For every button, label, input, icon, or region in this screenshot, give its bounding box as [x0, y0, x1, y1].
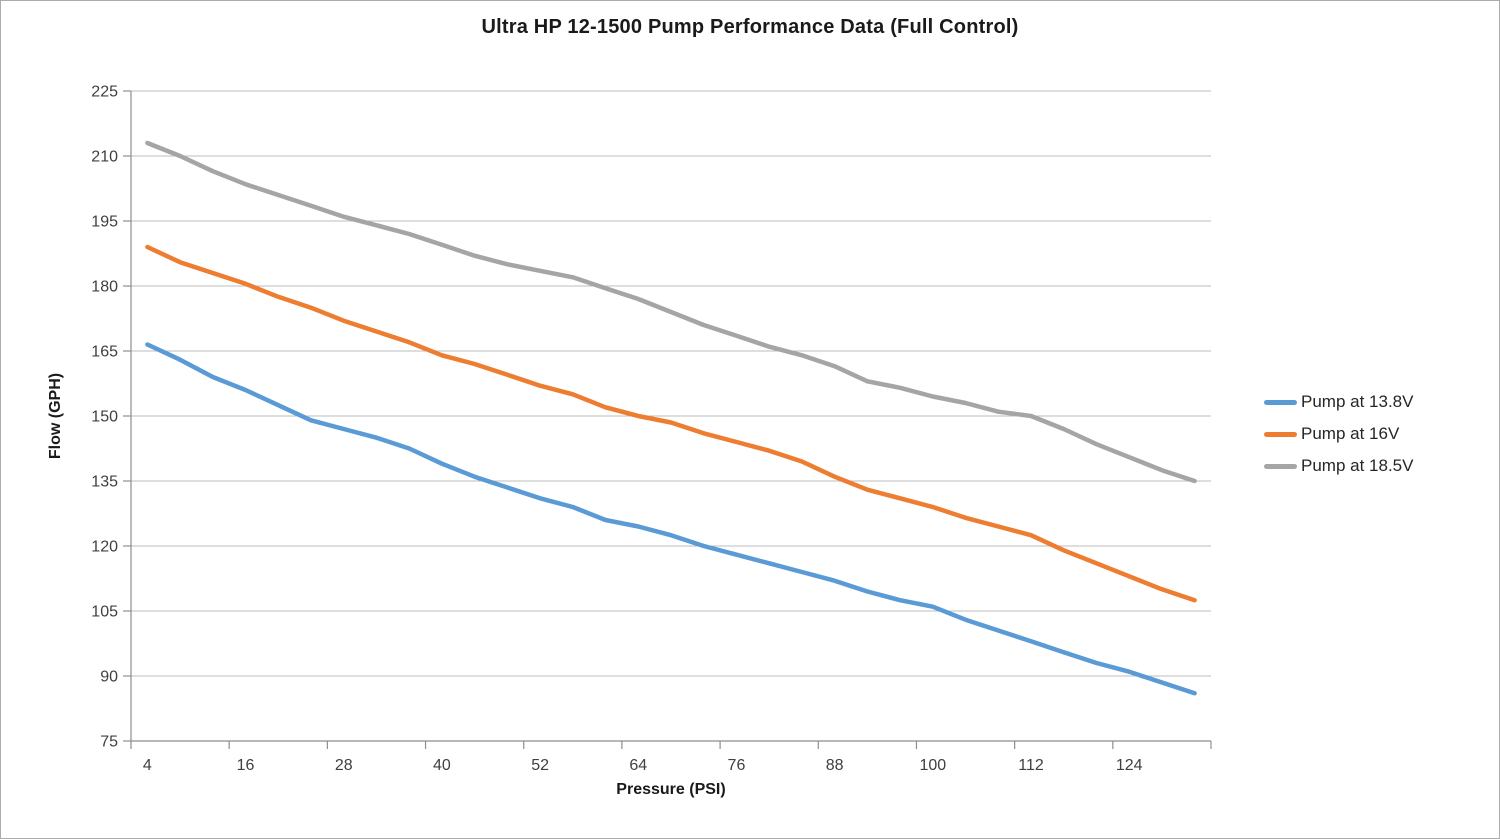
x-tick-label: 124: [1116, 757, 1143, 774]
legend-swatch-icon: [1264, 431, 1297, 437]
y-tick-label: 90: [100, 669, 118, 686]
legend-item: Pump at 16V: [1264, 424, 1413, 444]
legend-label: Pump at 16V: [1301, 424, 1400, 443]
legend: Pump at 13.8V Pump at 16V Pump at 18.5V: [1264, 392, 1413, 476]
y-tick-label: 120: [91, 539, 118, 556]
legend-swatch-icon: [1264, 463, 1297, 469]
x-tick-label: 16: [237, 757, 255, 774]
legend-label: Pump at 13.8V: [1301, 392, 1414, 411]
x-tick-label: 76: [728, 757, 746, 774]
y-tick-label: 165: [91, 344, 118, 361]
x-axis-title: Pressure (PSI): [616, 781, 726, 798]
series-line-1: [145, 244, 1197, 603]
x-tick-label: 28: [335, 757, 353, 774]
legend-swatch-icon: [1264, 399, 1297, 405]
chart-title: Ultra HP 12-1500 Pump Performance Data (…: [481, 16, 1019, 38]
y-axis-title-text: Flow (GPH): [47, 372, 64, 460]
series-line-0: [145, 342, 1197, 696]
y-tick-label: 195: [91, 214, 118, 231]
x-tick-label: 4: [143, 757, 152, 774]
y-tick-label: 225: [91, 84, 118, 101]
legend-label: Pump at 18.5V: [1301, 456, 1414, 475]
y-tick-label: 105: [91, 604, 118, 621]
y-tick-label: 75: [100, 734, 118, 751]
y-tick-label: 135: [91, 474, 118, 491]
x-tick-label: 100: [919, 757, 946, 774]
y-tick-label: 180: [91, 279, 118, 296]
x-tick-label: 88: [826, 757, 844, 774]
x-tick-label: 64: [629, 757, 647, 774]
y-tick-label: 150: [91, 409, 118, 426]
series-line-2: [145, 140, 1197, 484]
legend-item: Pump at 13.8V: [1264, 392, 1413, 412]
x-tick-label: 52: [531, 757, 549, 774]
legend-item: Pump at 18.5V: [1264, 456, 1413, 476]
x-tick-label: 112: [1018, 757, 1044, 774]
y-tick-label: 210: [91, 149, 118, 166]
x-tick-label: 40: [433, 757, 451, 774]
